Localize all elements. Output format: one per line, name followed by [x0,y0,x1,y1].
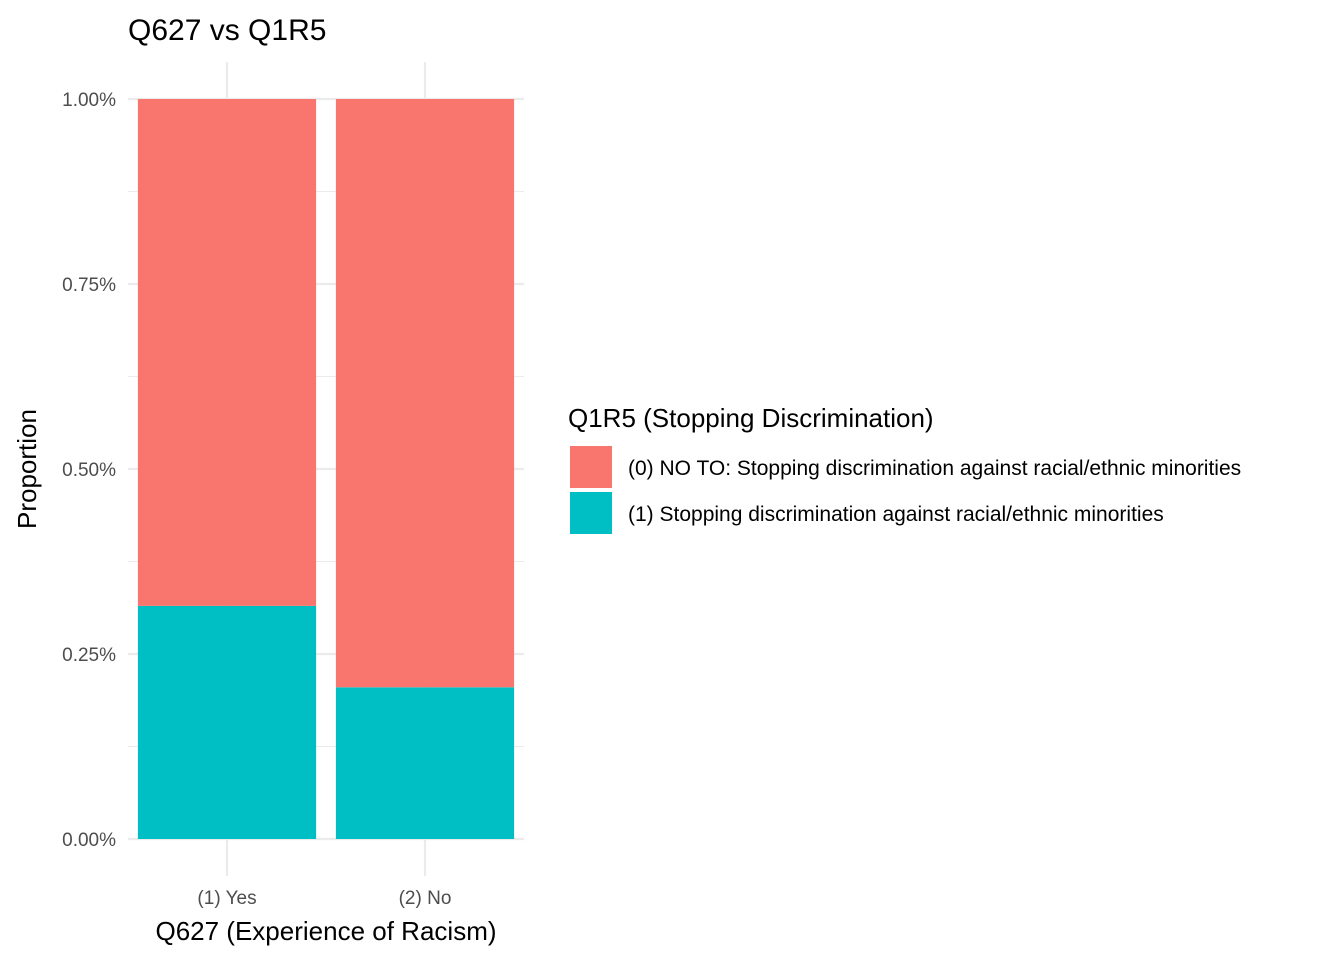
x-axis-title: Q627 (Experience of Racism) [155,916,496,946]
x-axis-ticks: (1) Yes (2) No [197,888,451,909]
bar-segment [137,99,317,606]
legend-label: (0) NO TO: Stopping discrimination again… [628,457,1241,480]
y-tick-label: 1.00% [62,90,116,111]
bars [137,99,515,839]
y-tick-label: 0.50% [62,460,116,481]
legend-key [570,492,612,534]
y-axis-ticks: 0.00% 0.25% 0.50% 0.75% 1.00% [62,90,116,851]
x-tick-label: (1) Yes [197,888,256,909]
legend: Q1R5 (Stopping Discrimination) (0) NO TO… [568,403,1241,534]
x-tick-label: (2) No [399,888,452,909]
bar-segment [137,605,317,839]
y-axis-title: Proportion [12,409,42,529]
y-tick-label: 0.00% [62,830,116,851]
legend-key [570,446,612,488]
y-tick-label: 0.75% [62,275,116,296]
legend-title: Q1R5 (Stopping Discrimination) [568,403,934,433]
bar-segment [335,99,515,688]
chart-title: Q627 vs Q1R5 [128,14,326,47]
y-tick-label: 0.25% [62,645,116,666]
legend-label: (1) Stopping discrimination against raci… [628,503,1164,526]
bar-segment [335,687,515,839]
